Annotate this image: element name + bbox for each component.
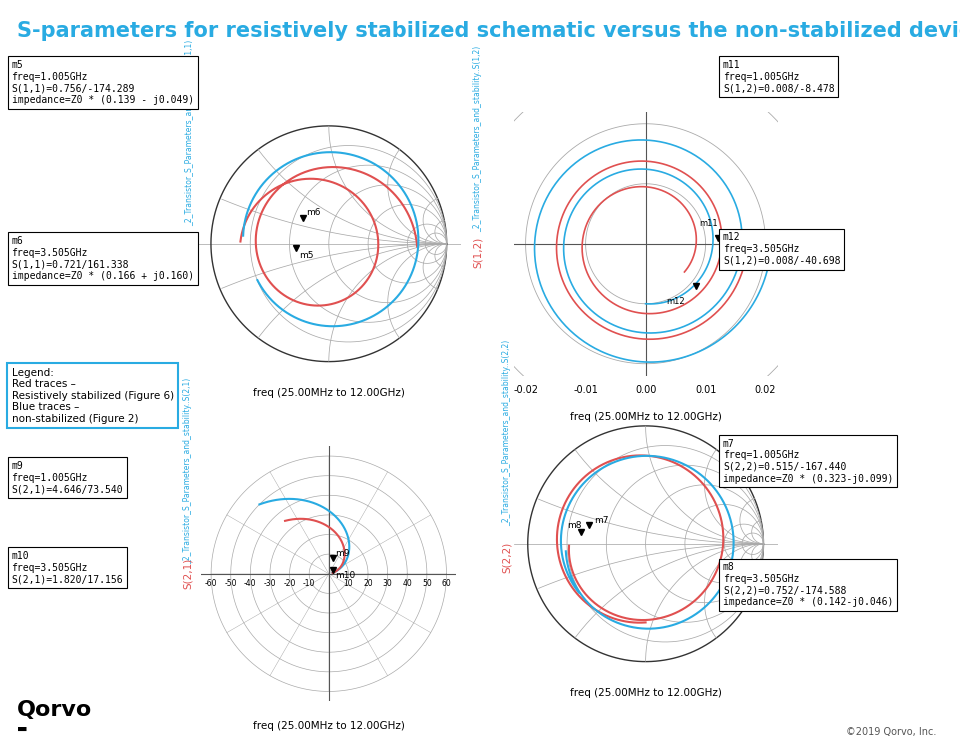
Text: _2_Transistor_S_Parameters_and_stability..S(1,2): _2_Transistor_S_Parameters_and_stability… xyxy=(473,46,482,232)
Text: 60: 60 xyxy=(442,579,451,588)
Text: m9: m9 xyxy=(335,549,349,558)
Text: m10
freq=3.505GHz
S(2,1)=1.820/17.156: m10 freq=3.505GHz S(2,1)=1.820/17.156 xyxy=(12,551,123,584)
Text: 30: 30 xyxy=(383,579,393,588)
Text: S(2,2): S(2,2) xyxy=(501,542,512,573)
Text: m7
freq=1.005GHz
S(2,2)=0.515/-167.440
impedance=Z0 * (0.323-j0.099): m7 freq=1.005GHz S(2,2)=0.515/-167.440 i… xyxy=(723,439,893,484)
Text: m12
freq=3.505GHz
S(1,2)=0.008/-40.698: m12 freq=3.505GHz S(1,2)=0.008/-40.698 xyxy=(723,232,840,266)
Text: S(2,1): S(2,1) xyxy=(182,558,193,590)
Text: m9
freq=1.005GHz
S(2,1)=4.646/73.540: m9 freq=1.005GHz S(2,1)=4.646/73.540 xyxy=(12,461,123,494)
Text: ▬: ▬ xyxy=(17,724,28,734)
Text: m12: m12 xyxy=(666,297,684,306)
Text: 40: 40 xyxy=(402,579,412,588)
Text: S-parameters for resistively stabilized schematic versus the non-stabilized devi: S-parameters for resistively stabilized … xyxy=(17,21,960,41)
Text: m6: m6 xyxy=(306,209,321,218)
Text: _2_Transistor_S_Parameters_and_stability..S(2,1): _2_Transistor_S_Parameters_and_stability… xyxy=(183,378,192,564)
Text: S(1,2): S(1,2) xyxy=(472,236,483,268)
Text: -40: -40 xyxy=(244,579,256,588)
Text: m6
freq=3.505GHz
S(1,1)=0.721/161.338
impedance=Z0 * (0.166 + j0.160): m6 freq=3.505GHz S(1,1)=0.721/161.338 im… xyxy=(12,236,194,281)
Text: S(1,1): S(1,1) xyxy=(184,242,195,273)
Text: m8: m8 xyxy=(566,521,581,530)
Text: 20: 20 xyxy=(363,579,372,588)
Text: m5: m5 xyxy=(300,251,314,260)
Text: -20: -20 xyxy=(283,579,296,588)
Text: Legend:
Red traces –
Resistively stabilized (Figure 6)
Blue traces –
non-stabili: Legend: Red traces – Resistively stabili… xyxy=(12,368,174,424)
Text: Qorvo: Qorvo xyxy=(17,700,92,720)
Text: freq (25.00MHz to 12.00GHz): freq (25.00MHz to 12.00GHz) xyxy=(569,688,722,698)
Text: 50: 50 xyxy=(422,579,432,588)
Text: -60: -60 xyxy=(204,579,217,588)
Text: m11: m11 xyxy=(700,219,718,228)
Text: -10: -10 xyxy=(303,579,316,588)
Text: _2_Transistor_S_Parameters_and_stability..S(2,2): _2_Transistor_S_Parameters_and_stability… xyxy=(502,340,511,526)
Text: -30: -30 xyxy=(264,579,276,588)
Text: ©2019 Qorvo, Inc.: ©2019 Qorvo, Inc. xyxy=(846,727,936,736)
Text: _2_Transistor_S_Parameters_and_stability..S(1,1): _2_Transistor_S_Parameters_and_stability… xyxy=(185,40,194,226)
Text: m10: m10 xyxy=(335,571,355,580)
Text: m11
freq=1.005GHz
S(1,2)=0.008/-8.478: m11 freq=1.005GHz S(1,2)=0.008/-8.478 xyxy=(723,60,834,93)
Text: m8
freq=3.505GHz
S(2,2)=0.752/-174.588
impedance=Z0 * (0.142-j0.046): m8 freq=3.505GHz S(2,2)=0.752/-174.588 i… xyxy=(723,562,893,608)
Text: freq (25.00MHz to 12.00GHz): freq (25.00MHz to 12.00GHz) xyxy=(252,388,405,398)
Text: m5
freq=1.005GHz
S(1,1)=0.756/-174.289
impedance=Z0 * (0.139 - j0.049): m5 freq=1.005GHz S(1,1)=0.756/-174.289 i… xyxy=(12,60,194,105)
Text: -50: -50 xyxy=(225,579,237,588)
Text: 10: 10 xyxy=(344,579,353,588)
Text: freq (25.00MHz to 12.00GHz): freq (25.00MHz to 12.00GHz) xyxy=(252,721,405,730)
Text: freq (25.00MHz to 12.00GHz): freq (25.00MHz to 12.00GHz) xyxy=(569,412,722,422)
Text: m7: m7 xyxy=(593,515,609,524)
